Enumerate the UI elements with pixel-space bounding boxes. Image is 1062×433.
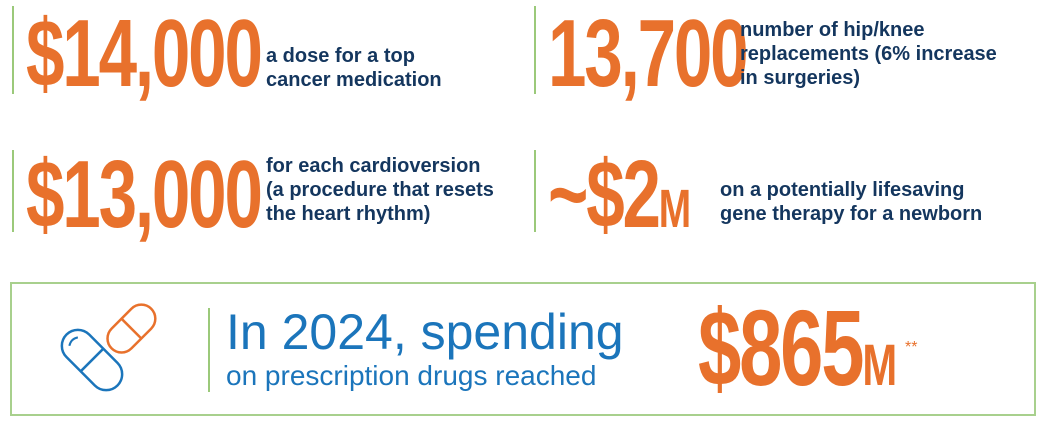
stat-divider <box>12 6 14 94</box>
stat-value: $14,000 <box>26 0 263 107</box>
prescription-spending-callout: In 2024, spending on prescription drugs … <box>10 282 1036 416</box>
callout-headline: In 2024, spending <box>226 304 624 360</box>
stat-divider <box>534 150 536 232</box>
stat-value-suffix: M <box>658 179 692 239</box>
stat-divider <box>534 6 536 94</box>
stat-description: on a potentially lifesaving gene therapy… <box>720 179 983 225</box>
stat-description: a dose for a top cancer medication <box>266 45 442 91</box>
stat-value-number: ~$2 <box>548 141 661 248</box>
stat-value: $13,000 <box>26 141 263 248</box>
callout-subline: on prescription drugs reached <box>226 360 597 391</box>
stat-cardioversion: $13,000 for each cardioversion (a proced… <box>12 147 494 243</box>
stat-value: 13,700 <box>548 0 749 107</box>
callout-amount-number: $865 <box>698 287 865 408</box>
stat-gene-therapy: ~$2M on a potentially lifesaving gene th… <box>534 147 982 243</box>
stat-cancer-medication: $14,000 a dose for a top cancer medicati… <box>12 6 442 102</box>
stat-description: for each cardioversion (a procedure that… <box>266 155 494 225</box>
footnote-mark: ** <box>905 339 918 356</box>
stat-value: ~$2M <box>548 147 691 243</box>
callout-amount: $865M <box>698 294 897 402</box>
stat-description: number of hip/knee replacements (6% incr… <box>740 19 997 89</box>
pill-capsule-icon <box>60 303 157 392</box>
stat-divider <box>12 150 14 232</box>
callout-divider <box>208 308 210 392</box>
callout-amount-suffix: M <box>862 333 898 398</box>
stat-hip-knee-replacements: 13,700 number of hip/knee replacements (… <box>534 6 997 102</box>
